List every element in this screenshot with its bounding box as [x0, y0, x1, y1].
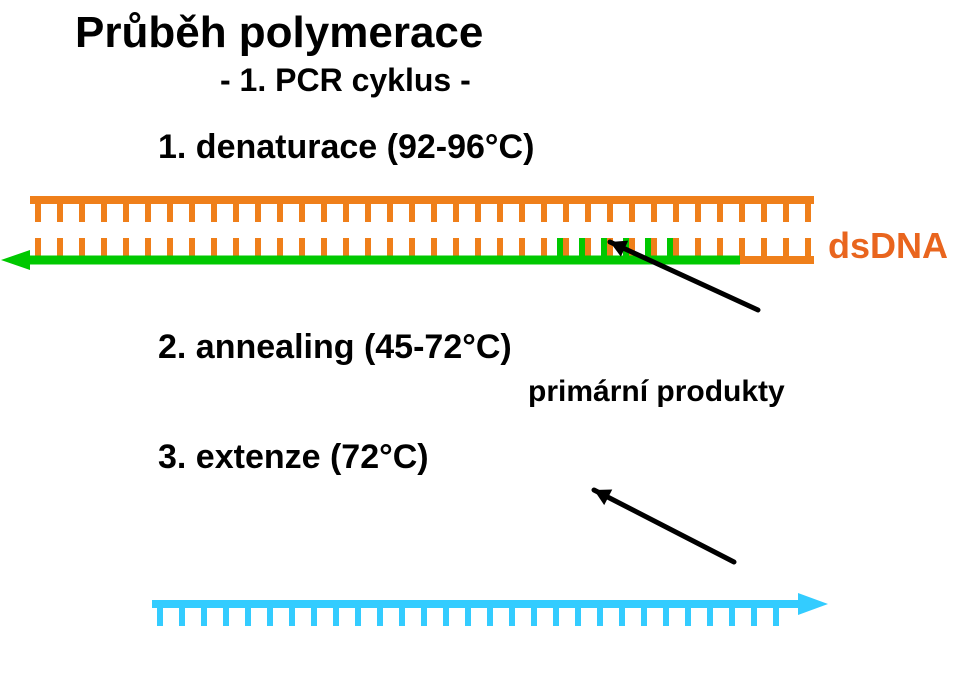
pcr-diagram-svg	[0, 0, 960, 677]
diagram-stage: Průběh polymerace - 1. PCR cyklus - 1. d…	[0, 0, 960, 677]
